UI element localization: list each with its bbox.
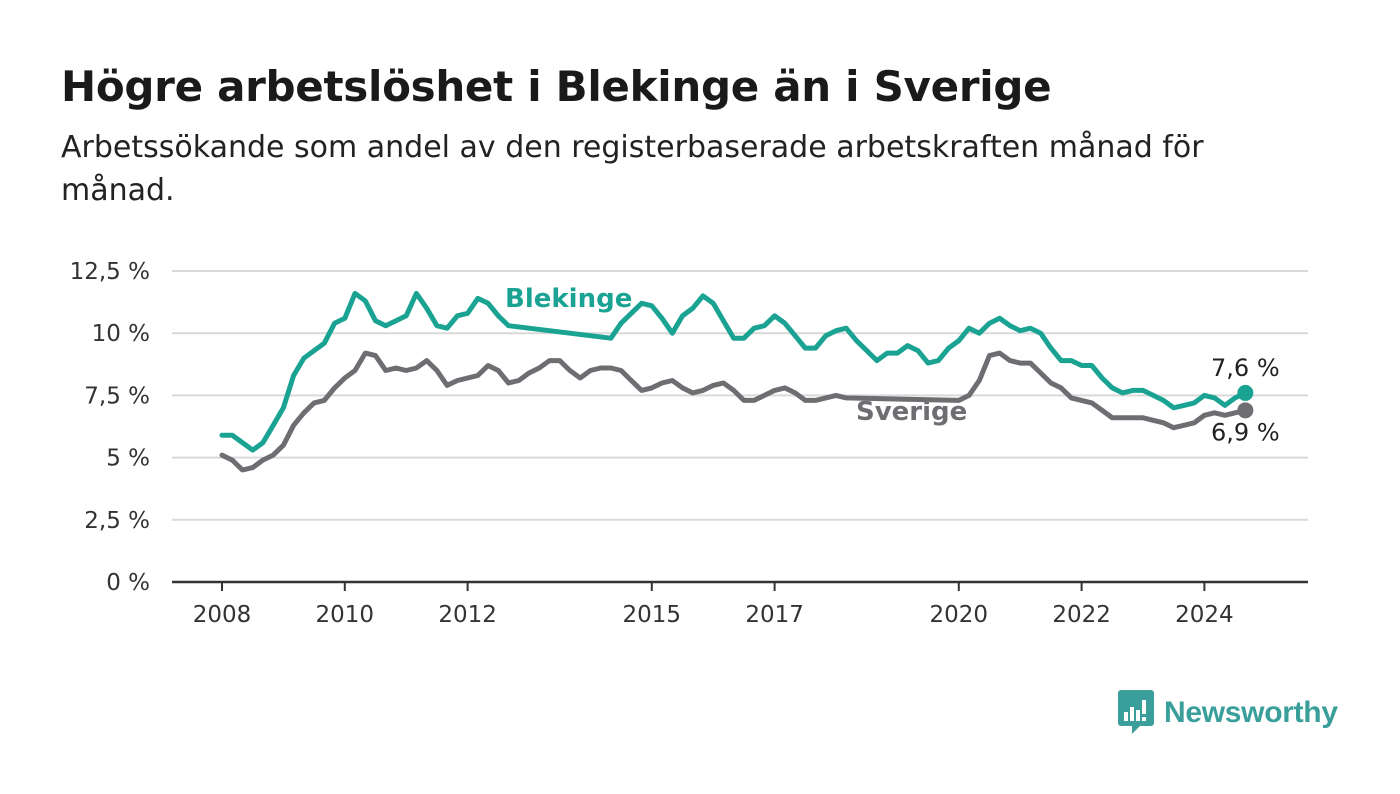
brand-name: Newsworthy: [1164, 696, 1338, 729]
series-end-dot: [1237, 384, 1254, 401]
x-tick-label: 2008: [193, 602, 252, 628]
y-tick-label: 5 %: [106, 446, 150, 472]
series-line-sverige: [219, 350, 1248, 473]
x-tick-label: 2015: [623, 602, 682, 628]
series-lines: [219, 290, 1254, 473]
newsworthy-logo-icon: [1118, 690, 1154, 734]
chart-subtitle: Arbetssökande som andel av den registerb…: [61, 130, 1204, 208]
series-label-sverige: Sverige: [856, 397, 967, 427]
chart-title: Högre arbetslöshet i Blekinge än i Sveri…: [61, 62, 1052, 111]
series-line-blekinge: [219, 290, 1248, 453]
y-tick-label: 2,5 %: [84, 508, 150, 534]
series-labels: Blekinge 7,6 % Sverige 6,9 %: [505, 284, 1280, 446]
y-tick-label: 12,5 %: [70, 259, 150, 285]
x-tick-label: 2010: [316, 602, 375, 628]
x-tick-label: 2020: [930, 602, 989, 628]
x-tick-label: 2022: [1052, 602, 1111, 628]
x-tick-label: 2017: [745, 602, 804, 628]
y-axis-ticks: 0 % 2,5 % 5 % 7,5 % 10 % 12,5 %: [70, 259, 150, 596]
end-value-label: 6,9 %: [1211, 418, 1280, 446]
y-tick-label: 10 %: [92, 321, 150, 347]
x-tick-label: 2024: [1175, 602, 1234, 628]
series-label-blekinge: Blekinge: [505, 284, 632, 314]
y-tick-label: 0 %: [106, 570, 150, 596]
x-axis: 2008 2010 2012 2015 2017 2020 2022 2024: [172, 580, 1308, 628]
newsworthy-brand[interactable]: Newsworthy: [1118, 690, 1338, 736]
series-end-dot: [1237, 402, 1254, 419]
y-tick-label: 7,5 %: [84, 383, 150, 409]
x-tick-label: 2012: [438, 602, 497, 628]
end-value-label: 7,6 %: [1211, 354, 1280, 382]
grid-lines: [172, 270, 1308, 521]
